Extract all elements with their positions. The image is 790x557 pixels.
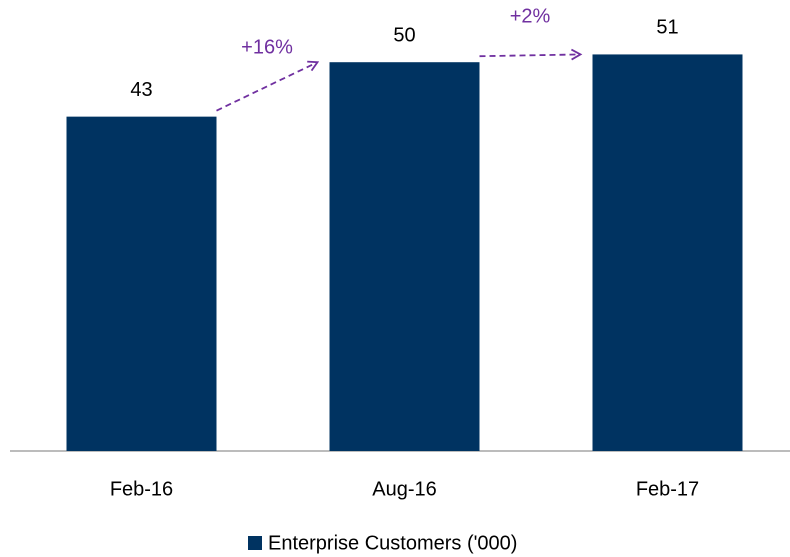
growth-arrow — [479, 48, 583, 61]
growth-label: +2% — [510, 6, 551, 28]
growth-label: +16% — [241, 37, 293, 59]
legend-label: Enterprise Customers ('000) — [268, 532, 517, 554]
growth-arrow — [216, 60, 320, 112]
data-label: 51 — [656, 17, 678, 39]
bar — [66, 116, 217, 451]
bar — [592, 54, 743, 452]
bar — [329, 62, 480, 451]
x-tick-label: Aug-16 — [372, 478, 437, 500]
data-label: 43 — [130, 79, 152, 101]
x-tick-label: Feb-16 — [110, 478, 173, 500]
legend-swatch — [248, 536, 262, 550]
x-tick-label: Feb-17 — [636, 478, 699, 500]
data-label: 50 — [393, 24, 415, 46]
